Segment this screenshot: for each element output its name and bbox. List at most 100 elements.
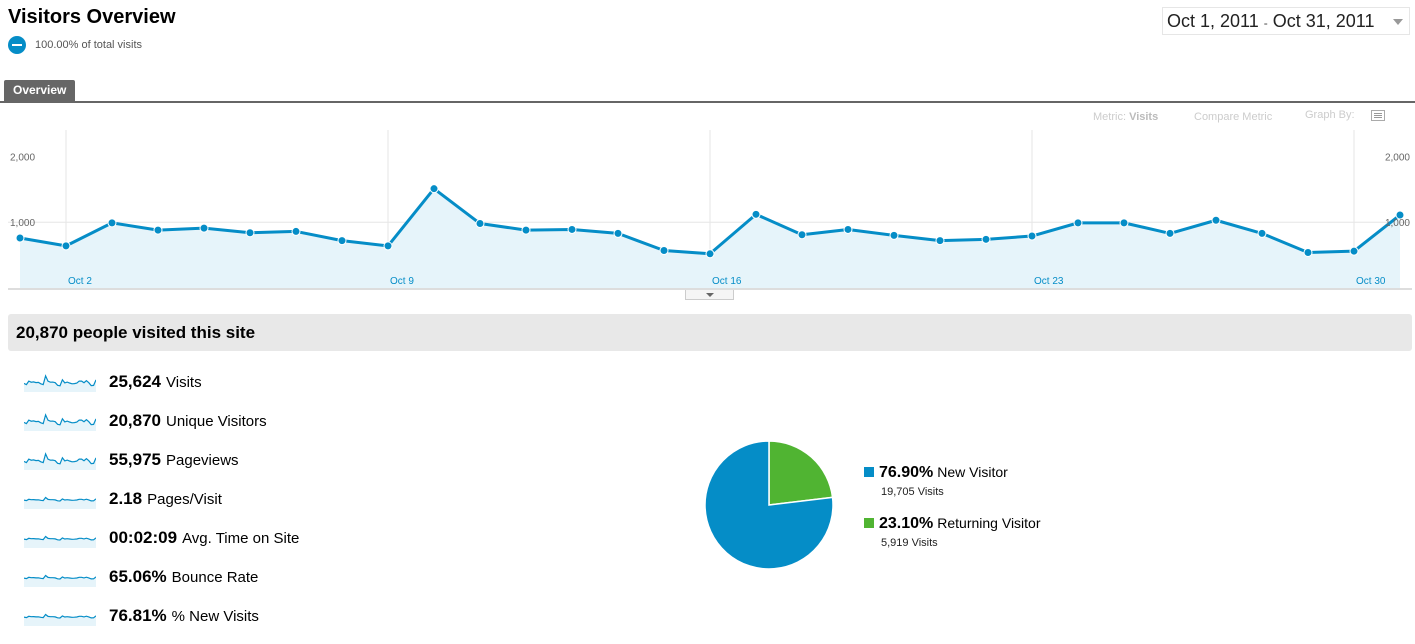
metric-label[interactable]: Pages/Visit	[147, 490, 222, 508]
data-point[interactable]	[245, 228, 255, 238]
sparkline-chart	[24, 374, 96, 392]
data-point[interactable]	[1119, 218, 1129, 228]
metric-row[interactable]: 20,870 Unique Visitors	[24, 408, 267, 434]
y-tick-label-left: 1,000	[10, 218, 35, 229]
data-point[interactable]	[153, 225, 163, 235]
x-tick-label: Oct 30	[1356, 276, 1386, 287]
data-point[interactable]	[337, 236, 347, 246]
sparkline-chart	[24, 496, 96, 509]
legend-item[interactable]: 76.90% New Visitor 19,705 Visits	[864, 464, 1008, 498]
data-point[interactable]	[199, 223, 209, 233]
chart-collapse-toggle[interactable]	[685, 290, 734, 300]
legend-swatch	[864, 518, 874, 528]
data-point[interactable]	[751, 209, 761, 219]
graph-by-label: Graph By:	[1305, 109, 1355, 121]
data-point[interactable]	[705, 249, 715, 259]
metric-row[interactable]: 2.18 Pages/Visit	[24, 486, 222, 512]
sparkline-area	[24, 536, 96, 548]
metric-label: Metric:	[1093, 111, 1126, 123]
metric-label[interactable]: Unique Visitors	[166, 412, 267, 430]
y-tick-label-left: 2,000	[10, 152, 35, 163]
metric-row[interactable]: 00:02:09 Avg. Time on Site	[24, 525, 299, 551]
data-point[interactable]	[521, 225, 531, 235]
metric-value: Visits	[1129, 111, 1159, 123]
x-tick-label: Oct 9	[390, 276, 414, 287]
data-point[interactable]	[1027, 231, 1037, 241]
page-title: Visitors Overview	[8, 6, 176, 28]
sparkline-line	[24, 413, 96, 426]
tab-overview[interactable]: Overview	[4, 80, 76, 101]
data-point[interactable]	[843, 224, 853, 234]
metric-value: 00:02:09	[109, 528, 178, 547]
data-point[interactable]	[429, 184, 439, 194]
data-point[interactable]	[475, 219, 485, 229]
metric-label[interactable]: % New Visits	[171, 607, 259, 625]
metric-row[interactable]: 65.06% Bounce Rate	[24, 564, 258, 590]
data-point[interactable]	[1303, 247, 1313, 257]
data-point[interactable]	[1349, 246, 1359, 256]
sparkline-line	[24, 496, 96, 502]
compare-metric-link[interactable]: Compare Metric	[1194, 111, 1273, 123]
summary-headline: 20,870 people visited this site	[16, 323, 256, 342]
data-point[interactable]	[935, 236, 945, 246]
chart-bottom-rule	[8, 288, 1412, 290]
x-tick-label: Oct 23	[1034, 276, 1064, 287]
data-point[interactable]	[1073, 218, 1083, 228]
data-point[interactable]	[107, 218, 117, 228]
chevron-down-icon[interactable]	[1393, 19, 1403, 25]
metric-row[interactable]: 25,624 Visits	[24, 369, 202, 395]
legend-visits: 5,919 Visits	[881, 537, 938, 549]
metric-label[interactable]: Avg. Time on Site	[182, 529, 300, 547]
metric-value: 25,624	[109, 372, 161, 391]
metric-value: 20,870	[109, 411, 161, 430]
sparkline-line	[24, 613, 96, 619]
date-end: Oct 31, 2011	[1272, 10, 1375, 31]
pie-slice-new-visitor[interactable]	[704, 440, 834, 570]
data-point[interactable]	[889, 230, 899, 240]
sparkline-area	[24, 375, 96, 392]
metric-value: 2.18	[109, 489, 143, 508]
graph-by-day-icon[interactable]	[1371, 110, 1385, 121]
date-separator: -	[1263, 16, 1268, 30]
metric-row[interactable]: 55,975 Pageviews	[24, 447, 239, 473]
date-start: Oct 1, 2011	[1167, 10, 1259, 31]
data-point[interactable]	[1211, 215, 1221, 225]
segment-indicator[interactable]: 100.00% of total visits	[8, 36, 142, 54]
legend-item[interactable]: 23.10% Returning Visitor 5,919 Visits	[864, 515, 1041, 549]
pie-slice-returning-visitor[interactable]	[768, 440, 834, 506]
metric-value: 76.81%	[109, 606, 167, 625]
legend-visits: 19,705 Visits	[881, 486, 944, 498]
legend-percent: 76.90%	[879, 464, 934, 481]
data-point[interactable]	[613, 228, 623, 238]
metric-row[interactable]: 76.81%% New Visits	[24, 603, 259, 629]
metric-selector[interactable]: Metric: Visits	[1093, 111, 1158, 123]
metric-value: 65.06%	[109, 567, 167, 586]
sparkline-chart	[24, 452, 96, 470]
data-point[interactable]	[797, 230, 807, 240]
metric-label[interactable]: Pageviews	[166, 451, 239, 469]
data-point[interactable]	[61, 241, 71, 251]
x-tick-label: Oct 16	[712, 276, 742, 287]
sparkline-area	[24, 614, 96, 626]
sparkline-chart	[24, 413, 96, 431]
data-point[interactable]	[15, 233, 25, 243]
metric-label[interactable]: Bounce Rate	[171, 568, 259, 586]
data-point[interactable]	[1165, 228, 1175, 238]
segment-label: 100.00% of total visits	[35, 39, 143, 51]
sparkline-line	[24, 574, 96, 580]
sparkline-area	[24, 575, 96, 587]
data-point[interactable]	[567, 224, 577, 234]
x-tick-label: Oct 2	[68, 276, 92, 287]
data-point[interactable]	[981, 234, 991, 244]
data-point[interactable]	[383, 241, 393, 251]
sparkline-chart	[24, 574, 96, 587]
sparkline-area	[24, 497, 96, 509]
date-range-picker[interactable]: Oct 1, 2011 - Oct 31, 2011	[1162, 7, 1410, 35]
metric-label[interactable]: Visits	[166, 373, 202, 391]
metric-value: 55,975	[109, 450, 161, 469]
data-point[interactable]	[659, 246, 669, 256]
sparkline-chart	[24, 613, 96, 626]
data-point[interactable]	[1395, 210, 1405, 220]
data-point[interactable]	[1257, 228, 1267, 238]
data-point[interactable]	[291, 226, 301, 236]
